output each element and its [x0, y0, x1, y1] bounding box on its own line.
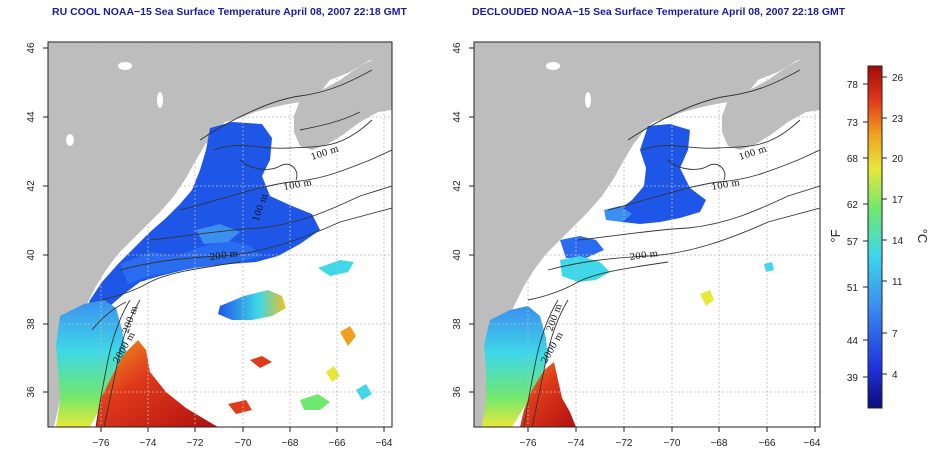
- right-y-tick-1: 36: [452, 386, 463, 398]
- colorbar-c-tick-2: 23: [892, 114, 904, 125]
- right-x-tick-6: −66: [759, 438, 776, 449]
- right-y-tick-3: 40: [452, 249, 463, 261]
- colorbar-f-tick-8: 39: [847, 373, 859, 384]
- left-panel-title: RU COOL NOAA−15 Sea Surface Temperature …: [52, 6, 407, 18]
- right-gulf-stream: [520, 362, 576, 427]
- right-panel-title: DECLOUDED NOAA−15 Sea Surface Temperatur…: [472, 6, 846, 18]
- colorbar-f-tick-7: 44: [847, 336, 859, 347]
- left-map-panel: 100 m 100 m 100 m 200 m 200 m 2000 m −76…: [26, 41, 393, 449]
- left-x-tick-6: −66: [329, 438, 346, 449]
- left-gulf-stream: [96, 340, 218, 427]
- left-grid: [48, 42, 392, 427]
- colorbar-bar: [867, 65, 883, 409]
- colorbar-celsius-unit: °C: [915, 229, 930, 244]
- left-y-axis: [43, 47, 48, 393]
- right-x-tick-2: −74: [568, 438, 585, 449]
- left-x-tick-4: −70: [235, 438, 252, 449]
- colorbar-c-tick-1: 26: [892, 73, 904, 84]
- left-contour-label-4: 200 m: [209, 249, 239, 263]
- right-contour-label-3: 200 m: [629, 249, 659, 263]
- left-y-tick-2: 38: [26, 318, 37, 330]
- left-southern-shelf: [56, 300, 126, 427]
- left-y-tick-6: 46: [26, 42, 37, 54]
- right-y-tick-6: 46: [452, 42, 463, 54]
- left-y-tick-5: 44: [26, 111, 37, 123]
- colorbar-f-tick-4: 62: [847, 200, 859, 211]
- colorbar-f-tick-6: 51: [847, 283, 859, 294]
- right-land: [474, 42, 820, 427]
- right-map-panel: 100 m 100 m 200 m 200 m 2000 m −76 −74 −…: [452, 41, 821, 449]
- right-x-tick-4: −70: [664, 438, 681, 449]
- left-y-tick-4: 42: [26, 180, 37, 192]
- left-x-tick-3: −72: [187, 438, 204, 449]
- right-x-tick-1: −76: [520, 438, 537, 449]
- right-x-tick-3: −72: [616, 438, 633, 449]
- right-x-axis: [527, 427, 816, 432]
- right-bathymetry-contours: [523, 69, 820, 427]
- colorbar: 78 73 68 62 57 51 44 39 26 23 20 17 14 1…: [828, 65, 930, 409]
- left-x-tick-1: −76: [93, 438, 110, 449]
- right-y-tick-2: 38: [452, 318, 463, 330]
- right-contour-label-2: 100 m: [711, 178, 741, 193]
- left-y-tick-3: 40: [26, 249, 37, 261]
- right-shelf-water: [616, 124, 706, 224]
- colorbar-fahrenheit-unit: °F: [828, 229, 843, 242]
- colorbar-c-tick-4: 17: [892, 195, 904, 206]
- colorbar-f-tick-2: 73: [847, 118, 859, 129]
- left-bathymetry-contours: [91, 69, 392, 427]
- left-x-axis: [100, 427, 385, 432]
- colorbar-f-tick-3: 68: [847, 154, 859, 165]
- right-grid: [474, 42, 820, 427]
- left-x-tick-7: −64: [376, 438, 393, 449]
- colorbar-c-tick-6: 11: [892, 277, 903, 288]
- right-y-tick-4: 42: [452, 180, 463, 192]
- colorbar-c-tick-5: 14: [892, 236, 904, 247]
- left-land: [48, 42, 392, 427]
- left-y-tick-1: 36: [26, 386, 37, 398]
- colorbar-f-tick-1: 78: [847, 80, 859, 91]
- right-y-axis: [469, 47, 474, 393]
- right-nova-scotia: [722, 54, 820, 150]
- left-x-tick-5: −68: [282, 438, 299, 449]
- colorbar-c-tick-7: 7: [892, 329, 898, 340]
- left-contour-label-2: 100 m: [283, 178, 313, 193]
- left-plot-frame: [47, 41, 393, 428]
- right-southern-shelf: [482, 306, 548, 427]
- colorbar-c-tick-3: 20: [892, 154, 904, 165]
- right-y-tick-5: 44: [452, 111, 463, 123]
- colorbar-c-tick-8: 4: [892, 370, 898, 381]
- right-plot-frame: [473, 41, 821, 428]
- left-x-tick-2: −74: [140, 438, 157, 449]
- right-x-tick-7: −64: [804, 438, 821, 449]
- colorbar-f-tick-5: 57: [847, 237, 859, 248]
- right-x-tick-5: −68: [711, 438, 728, 449]
- left-warm-eddy: [218, 290, 286, 320]
